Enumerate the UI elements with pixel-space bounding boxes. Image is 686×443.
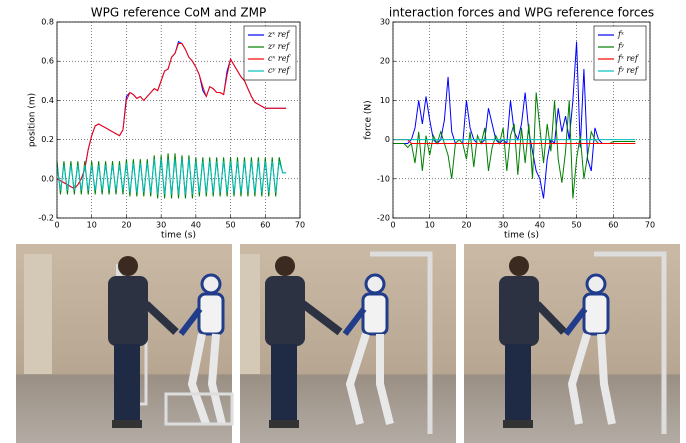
x-tick-label: 70 <box>645 221 655 230</box>
y-tick-label: -10 <box>377 174 390 183</box>
y-tick-label: 0.0 <box>41 174 54 183</box>
legend-label: zˣ ref <box>267 30 291 39</box>
x-tick-label: 40 <box>191 221 201 230</box>
x-axis-label: time (s) <box>161 231 196 241</box>
x-axis-label: time (s) <box>504 231 539 241</box>
y-tick-label: 0.2 <box>41 135 54 144</box>
x-tick-label: 20 <box>461 221 471 230</box>
y-axis-label: position (m) <box>28 93 38 147</box>
legend-label: fˣ <box>617 30 624 39</box>
legend-label: fʸ <box>617 42 624 51</box>
y-tick-label: -20 <box>377 214 390 223</box>
y-tick-label: 0.8 <box>41 18 54 27</box>
legend-label: cˣ ref <box>268 54 291 63</box>
x-tick-label: 20 <box>121 221 131 230</box>
x-tick-label: 0 <box>54 221 59 230</box>
x-tick-label: 40 <box>535 221 545 230</box>
x-tick-label: 10 <box>87 221 97 230</box>
x-tick-label: 30 <box>156 221 166 230</box>
photo <box>240 244 456 443</box>
x-tick-label: 50 <box>571 221 581 230</box>
y-tick-label: 0.6 <box>41 57 54 66</box>
y-tick-label: 10 <box>380 96 390 105</box>
photo <box>16 244 232 443</box>
x-tick-label: 60 <box>608 221 618 230</box>
chart: 0 10 20 30 40 50 60 70 -0.2 0.0 0.2 0.4 0.6 0.8 WPG re… <box>28 6 306 242</box>
y-tick-label: -0.2 <box>38 214 54 223</box>
figure: 0 10 20 30 40 50 60 70 -0.2 0.0 0.2 0.4 0.6 0.8 WPG re… <box>0 0 686 443</box>
photo <box>464 244 680 443</box>
y-tick-label: 0 <box>385 135 390 144</box>
x-tick-label: 0 <box>390 221 395 230</box>
legend-label: fˣ ref <box>617 54 640 63</box>
chart-title: interaction forces and WPG reference for… <box>389 6 654 20</box>
y-tick-label: 0.4 <box>41 96 54 105</box>
x-tick-label: 50 <box>225 221 235 230</box>
legend-label: fʸ ref <box>617 66 640 75</box>
chart-title: WPG reference CoM and ZMP <box>91 6 266 20</box>
photos <box>16 244 680 443</box>
legend-label: zʸ ref <box>267 42 291 51</box>
x-tick-label: 10 <box>425 221 435 230</box>
x-tick-label: 30 <box>498 221 508 230</box>
x-tick-label: 70 <box>295 221 305 230</box>
x-tick-label: 60 <box>260 221 270 230</box>
y-axis-label: force (N) <box>364 100 374 139</box>
y-tick-label: 20 <box>380 57 390 66</box>
legend-label: cʸ ref <box>268 66 291 75</box>
